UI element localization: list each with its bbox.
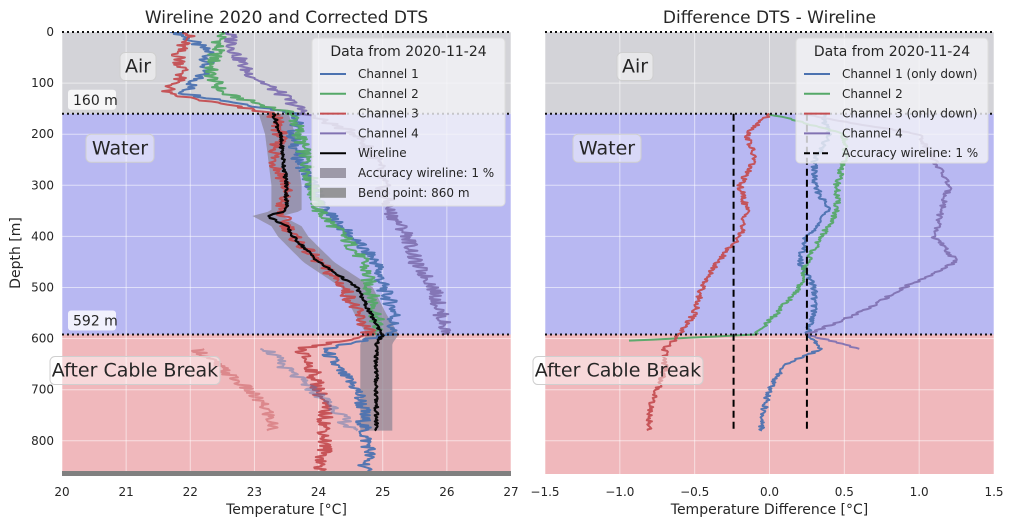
x-tick-label: 0.0 (760, 485, 779, 499)
legend-entry: Channel 1 (358, 67, 419, 81)
y-axis-label: Depth [m] (8, 217, 24, 289)
y-tick-label: 100 (31, 76, 54, 90)
legend: Data from 2020-11-24 Channel 1 (only down… (795, 37, 989, 164)
y-tick-label: 600 (31, 332, 54, 346)
y-tick-label: 200 (31, 127, 54, 141)
x-tick-label: 21 (119, 485, 134, 499)
chart-title: Difference DTS - Wireline (663, 8, 876, 28)
legend: Data from 2020-11-24 Channel 1 Channel 2 Ch… (311, 37, 506, 207)
legend-title: Data from 2020-11-24 (330, 44, 486, 60)
legend-title: Data from 2020-11-24 (814, 44, 970, 60)
region-label-box (572, 133, 642, 163)
region-label-2: After Cable Break (52, 360, 218, 382)
right-chart: Air Water After Cable Break −1.5 −1.0 −0.5 0.0… (530, 8, 1003, 518)
series-channel-3 (161, 32, 377, 473)
y-tick-label: 0 (46, 25, 54, 39)
legend-swatch (320, 187, 346, 198)
legend-entry: Bend point: 860 m (358, 186, 470, 200)
region-after-cable-break (62, 334, 511, 474)
plot-area (161, 32, 452, 473)
series-channel-1 (169, 32, 401, 472)
legend-entry: Channel 3 (358, 107, 419, 121)
legend-entry: Channel 4 (358, 126, 419, 140)
legend-entry: Channel 3 (only down) (842, 107, 977, 121)
boundary-label: 160 m (73, 93, 118, 109)
y-tick-label: 700 (31, 383, 54, 397)
region-label-box (85, 133, 155, 163)
x-tick-label: 23 (247, 485, 262, 499)
region-label-box (532, 356, 704, 386)
legend-entry: Accuracy wireline: 1 % (358, 166, 494, 180)
legend-entry: Channel 2 (842, 87, 903, 101)
series-wireline (267, 112, 385, 432)
region-label-box (49, 356, 221, 386)
x-axis-label: Temperature [°C] (225, 502, 347, 518)
chart-title: Wireline 2020 and Corrected DTS (145, 8, 428, 28)
series-channel-3-after-break- (191, 348, 279, 432)
legend-entry: Wireline (358, 146, 407, 160)
region-label-box (616, 52, 654, 82)
x-tick-label: 24 (311, 485, 326, 499)
region-label-0: Air (622, 56, 648, 78)
region-label-1: Water (92, 137, 148, 159)
legend-entry: Channel 1 (only down) (842, 67, 977, 81)
x-tick-label: 20 (54, 485, 69, 499)
x-tick-label: 27 (503, 485, 518, 499)
x-tick-label: 26 (439, 485, 454, 499)
boundary-label: 592 m (73, 314, 118, 330)
series-channel-3-only-down- (645, 112, 771, 431)
series-channel-1-after-break- (260, 347, 359, 432)
y-tick-label: 500 (31, 280, 54, 294)
x-tick-label: −0.5 (680, 485, 709, 499)
series-channel-2 (204, 32, 385, 336)
y-tick-label: 400 (31, 229, 54, 243)
region-label-0: Air (125, 56, 151, 78)
legend-entry: Accuracy wireline: 1 % (842, 146, 978, 160)
left-chart: 160 m 592 m Air Water After Cable Break 20 21 2… (8, 8, 519, 518)
x-tick-label: 22 (183, 485, 198, 499)
boundary-label-box (68, 310, 116, 331)
x-tick-label: −1.5 (530, 485, 559, 499)
x-tick-label: 0.5 (835, 485, 854, 499)
region-label-1: Water (579, 137, 635, 159)
region-label-box (119, 52, 157, 82)
x-tick-label: −1.0 (605, 485, 634, 499)
x-tick-label: 1.0 (910, 485, 929, 499)
legend-box (795, 37, 989, 164)
x-tick-label: 25 (375, 485, 390, 499)
legend-box (311, 37, 506, 207)
plot-area (628, 112, 958, 432)
x-axis-label: Temperature Difference [°C] (670, 502, 868, 518)
y-tick-label: 300 (31, 178, 54, 192)
y-tick-label: 800 (31, 434, 54, 448)
boundary-label-box (68, 89, 116, 110)
legend-swatch (320, 168, 346, 178)
legend-entry: Channel 4 (842, 126, 903, 140)
x-tick-label: 1.5 (984, 485, 1003, 499)
region-label-2: After Cable Break (535, 360, 701, 382)
legend-entry: Channel 2 (358, 87, 419, 101)
